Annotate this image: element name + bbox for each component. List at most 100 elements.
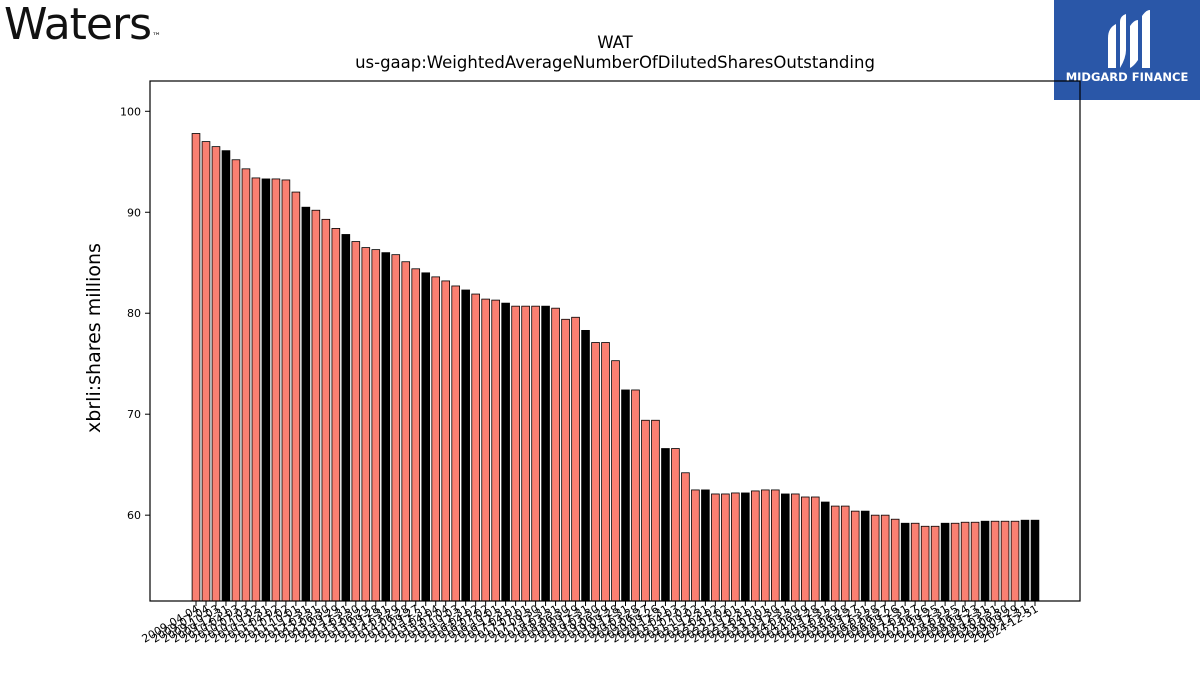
- bar: [910, 522, 920, 602]
- bar: [231, 159, 241, 602]
- bar: [481, 298, 490, 602]
- bar: [401, 261, 411, 602]
- bar: [741, 492, 750, 602]
- bar: [601, 342, 610, 602]
- bar: [970, 521, 980, 602]
- bar: [810, 496, 820, 602]
- bar: [820, 501, 830, 602]
- bar: [621, 389, 630, 602]
- bar: [761, 489, 770, 602]
- bar: [541, 305, 550, 602]
- bar: [671, 448, 680, 602]
- bar: [771, 489, 780, 602]
- bar: [301, 206, 311, 602]
- bar: [900, 522, 910, 602]
- bar: [790, 493, 800, 602]
- bar: [1000, 520, 1010, 602]
- bar: [1020, 519, 1030, 602]
- bar: [641, 419, 650, 602]
- midgard-m-icon: [1108, 10, 1150, 68]
- bar: [511, 305, 520, 602]
- bar: [561, 318, 570, 602]
- bar: [451, 285, 460, 602]
- bar: [471, 293, 480, 602]
- bar: [1010, 520, 1020, 602]
- bar: [421, 272, 431, 602]
- bar: [990, 520, 1000, 602]
- bar: [840, 505, 850, 602]
- bar: [731, 492, 740, 602]
- bar-series: [191, 133, 1040, 602]
- y-tick-label: 90: [127, 206, 141, 219]
- bar: [521, 305, 530, 602]
- bar: [411, 268, 421, 602]
- bar: [661, 448, 670, 602]
- waters-logo-text: Waters: [4, 0, 152, 50]
- bar: [461, 289, 470, 602]
- chart-subtitle: us-gaap:WeightedAverageNumberOfDilutedSh…: [355, 53, 875, 72]
- bar: [201, 141, 211, 602]
- bar: [681, 472, 690, 602]
- bar: [381, 252, 391, 602]
- bar: [631, 389, 640, 602]
- waters-logo: Waters™: [4, 0, 161, 50]
- bar: [721, 493, 730, 602]
- midgard-finance-label: MIDGARD FINANCE: [1065, 70, 1189, 84]
- y-axis-label: xbrli:shares millions: [83, 243, 105, 433]
- bar: [221, 150, 231, 602]
- bar: [391, 254, 401, 602]
- y-tick-label: 70: [127, 408, 141, 421]
- bar: [870, 514, 880, 602]
- bar: [361, 247, 371, 602]
- bar: [611, 360, 620, 602]
- bar: [591, 342, 600, 602]
- bar: [331, 228, 341, 602]
- bar: [551, 307, 560, 602]
- bar: [930, 525, 940, 602]
- bar: [321, 218, 331, 602]
- bar: [691, 489, 700, 602]
- bar: [860, 510, 870, 602]
- bar: [501, 302, 510, 602]
- bar: [701, 489, 710, 602]
- bar: [261, 178, 271, 602]
- bar: [571, 316, 580, 602]
- bar: [1030, 519, 1040, 602]
- bar: [880, 514, 890, 602]
- bar: [241, 168, 251, 602]
- y-axis-ticks: 60 70 80 90 100: [120, 105, 150, 522]
- y-tick-label: 100: [120, 105, 141, 118]
- x-axis-ticks: 2009-04-042009-07-042009-10-032009-12-31…: [140, 601, 1041, 646]
- bar: [431, 276, 441, 602]
- bar: [191, 133, 201, 602]
- y-tick-label: 60: [127, 509, 141, 522]
- y-tick-label: 80: [127, 307, 141, 320]
- bar: [371, 249, 381, 602]
- bar: [920, 525, 930, 602]
- bar: [211, 146, 221, 602]
- bar: [281, 179, 291, 602]
- bar: [531, 305, 540, 602]
- bar: [960, 521, 970, 602]
- bar: [271, 178, 281, 602]
- bar: [781, 493, 790, 602]
- plot-frame: [149, 80, 1081, 602]
- bar: [311, 209, 321, 602]
- bar: [980, 520, 990, 602]
- bar: [751, 490, 760, 602]
- bar: [800, 496, 810, 602]
- bar: [830, 505, 840, 602]
- midgard-finance-logo: MIDGARD FINANCE: [1054, 0, 1200, 100]
- bar: [581, 329, 590, 602]
- bar: [351, 241, 361, 602]
- bar: [341, 234, 351, 602]
- bar: [850, 510, 860, 602]
- bar: [940, 522, 950, 602]
- chart-title: WAT: [597, 33, 633, 52]
- waters-logo-tm: ™: [152, 32, 161, 42]
- bar: [251, 177, 261, 602]
- bar: [491, 299, 500, 602]
- bar: [890, 518, 900, 602]
- bar: [651, 419, 660, 602]
